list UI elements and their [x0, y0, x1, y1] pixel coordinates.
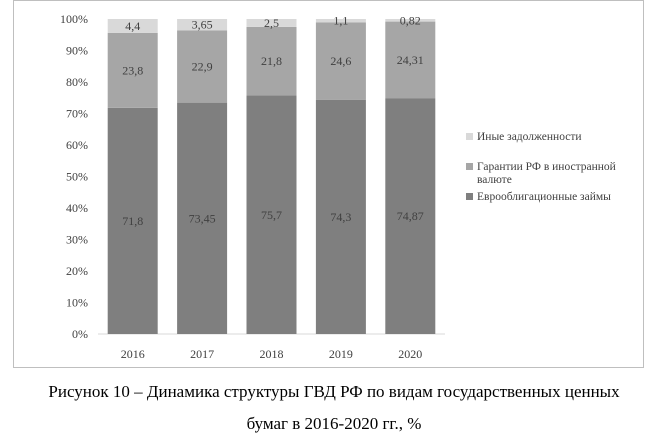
- x-tick-label: 2019: [329, 347, 353, 361]
- y-tick-label: 90%: [66, 44, 88, 58]
- bar-segment: [107, 107, 158, 334]
- x-tick-label: 2020: [398, 347, 422, 361]
- bar-segment: [385, 98, 436, 334]
- bar-segment: [315, 99, 366, 334]
- data-label: 74,3: [330, 210, 351, 224]
- y-tick-label: 40%: [66, 201, 88, 215]
- figure-caption-line-1: Рисунок 10 – Динамика структуры ГВД РФ п…: [48, 382, 620, 401]
- data-label: 73,45: [189, 211, 216, 225]
- legend-swatch: [466, 163, 473, 170]
- y-tick-label: 20%: [66, 264, 88, 278]
- data-label: 24,31: [397, 53, 424, 67]
- data-label: 75,7: [261, 208, 282, 222]
- bar-segment: [315, 22, 366, 100]
- data-label: 2,5: [264, 16, 279, 30]
- data-label: 4,4: [125, 19, 140, 33]
- bar-segment: [246, 26, 297, 96]
- figure-caption-line-2: бумаг в 2016-2020 гг., %: [246, 414, 422, 433]
- x-tick-label: 2016: [121, 347, 145, 361]
- y-tick-label: 60%: [66, 138, 88, 152]
- x-tick-label: 2017: [190, 347, 214, 361]
- legend-swatch: [466, 133, 473, 140]
- legend-label: Иные задолженности: [477, 131, 582, 143]
- bar-segment: [246, 19, 297, 27]
- bar-segment: [177, 102, 228, 334]
- y-tick-label: 10%: [66, 296, 88, 310]
- bar-segment: [177, 19, 228, 31]
- bar-segment: [177, 30, 228, 103]
- y-tick-label: 80%: [66, 75, 88, 89]
- y-tick-label: 0%: [72, 327, 88, 341]
- data-label: 0,82: [400, 13, 421, 27]
- legend-label: Еврооблигационные займы: [477, 191, 611, 203]
- data-label: 71,8: [122, 214, 143, 228]
- legend-swatch: [466, 193, 473, 200]
- y-tick-label: 50%: [66, 170, 88, 184]
- bar-segment: [107, 19, 158, 33]
- data-label: 22,9: [192, 60, 213, 74]
- y-tick-label: 70%: [66, 107, 88, 121]
- bar-segment: [385, 19, 436, 22]
- data-label: 24,6: [330, 54, 351, 68]
- data-label: 23,8: [122, 63, 143, 77]
- y-tick-label: 30%: [66, 233, 88, 247]
- data-label: 3,65: [192, 18, 213, 32]
- bar-segment: [246, 95, 297, 334]
- data-label: 1,1: [333, 14, 348, 28]
- bar-segment: [315, 19, 366, 23]
- legend-label: валюте: [477, 174, 512, 186]
- x-tick-label: 2018: [260, 347, 284, 361]
- y-tick-label: 100%: [60, 12, 88, 26]
- bar-segment: [385, 21, 436, 99]
- data-label: 74,87: [397, 209, 424, 223]
- stacked-bar-chart: 0% 10% 20% 30% 40% 50% 60% 70% 80% 90% 100% 71,8 23,…: [60, 12, 616, 361]
- data-label: 21,8: [261, 54, 282, 68]
- legend-label: Гарантии РФ в иностранной: [477, 161, 616, 173]
- bar-segment: [107, 32, 158, 108]
